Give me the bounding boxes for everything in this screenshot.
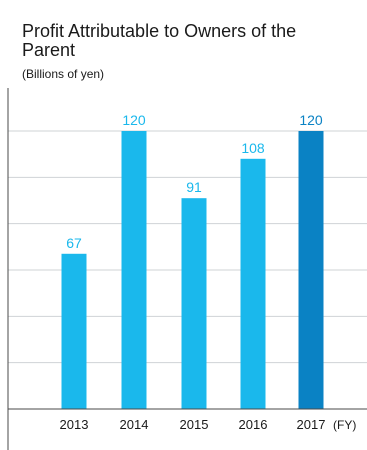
data-label: 108 — [241, 140, 265, 156]
data-label: 120 — [122, 112, 146, 128]
chart-title: Profit Attributable to Owners of the Par… — [22, 21, 297, 60]
data-label: 91 — [186, 179, 202, 195]
x-unit-label: (FY) — [333, 418, 356, 432]
x-tick-label: 2015 — [180, 417, 209, 432]
bar — [181, 198, 207, 409]
bar — [121, 131, 147, 409]
bar — [61, 253, 87, 409]
x-tick-label: 2016 — [239, 417, 268, 432]
bar — [298, 131, 324, 409]
x-tick-label: 2017 — [297, 417, 326, 432]
data-label: 67 — [66, 235, 82, 251]
x-tick-label: 2014 — [120, 417, 149, 432]
chart-subtitle: (Billions of yen) — [22, 67, 105, 81]
data-label: 120 — [299, 112, 323, 128]
bar — [240, 158, 266, 409]
x-tick-label: 2013 — [60, 417, 89, 432]
